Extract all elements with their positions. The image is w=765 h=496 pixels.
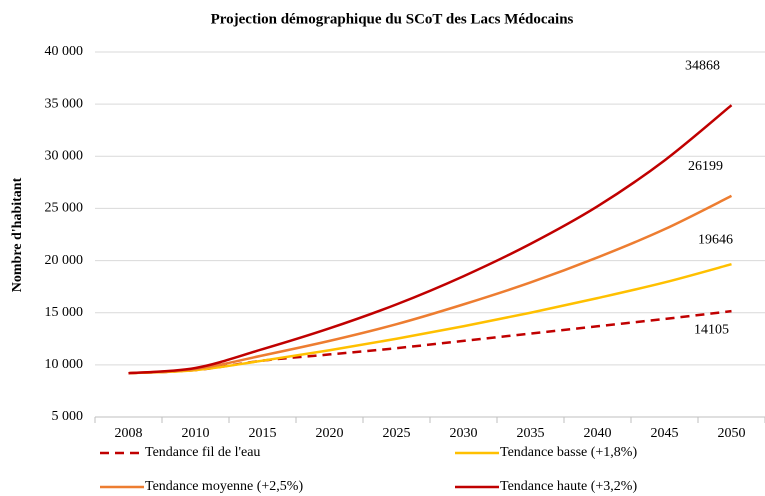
legend-label: Tendance moyenne (+2,5%): [145, 479, 303, 494]
x-tick-label: 2040: [584, 426, 612, 441]
x-tick-label: 2025: [383, 426, 411, 441]
x-tick-label: 2015: [249, 426, 277, 441]
legend-label: Tendance haute (+3,2%): [500, 479, 637, 494]
x-tick-label: 2020: [316, 426, 344, 441]
data-annotation: 26199: [688, 159, 723, 174]
x-tick-label: 2010: [182, 426, 210, 441]
x-tick-label: 2030: [450, 426, 478, 441]
chart-title: Projection démographique du SCoT des Lac…: [211, 11, 574, 27]
legend-label: Tendance basse (+1,8%): [500, 445, 637, 460]
x-tick-label: 2045: [651, 426, 679, 441]
line-series: [128, 263, 732, 375]
x-tick-label: 2050: [718, 426, 746, 441]
y-tick-label: 30 000: [45, 149, 84, 164]
x-tick-label: 2035: [517, 426, 545, 441]
x-tick-label: 2008: [115, 426, 143, 441]
y-axis-label: Nombre d'habitant: [10, 177, 25, 292]
y-tick-label: 10 000: [45, 357, 84, 372]
data-annotation: 14105: [694, 322, 729, 337]
legend-label: Tendance fil de l'eau: [145, 445, 260, 460]
y-tick-label: 5 000: [52, 409, 84, 424]
y-tick-label: 35 000: [45, 96, 84, 111]
y-tick-label: 20 000: [45, 253, 84, 268]
data-annotation: 19646: [698, 232, 733, 247]
y-tick-label: 25 000: [45, 201, 84, 216]
line-series: [128, 309, 732, 375]
data-annotation: 34868: [685, 58, 720, 73]
line-series: [128, 104, 733, 375]
y-tick-label: 15 000: [45, 305, 84, 320]
y-tick-label: 40 000: [45, 44, 84, 59]
line-series: [128, 194, 733, 375]
